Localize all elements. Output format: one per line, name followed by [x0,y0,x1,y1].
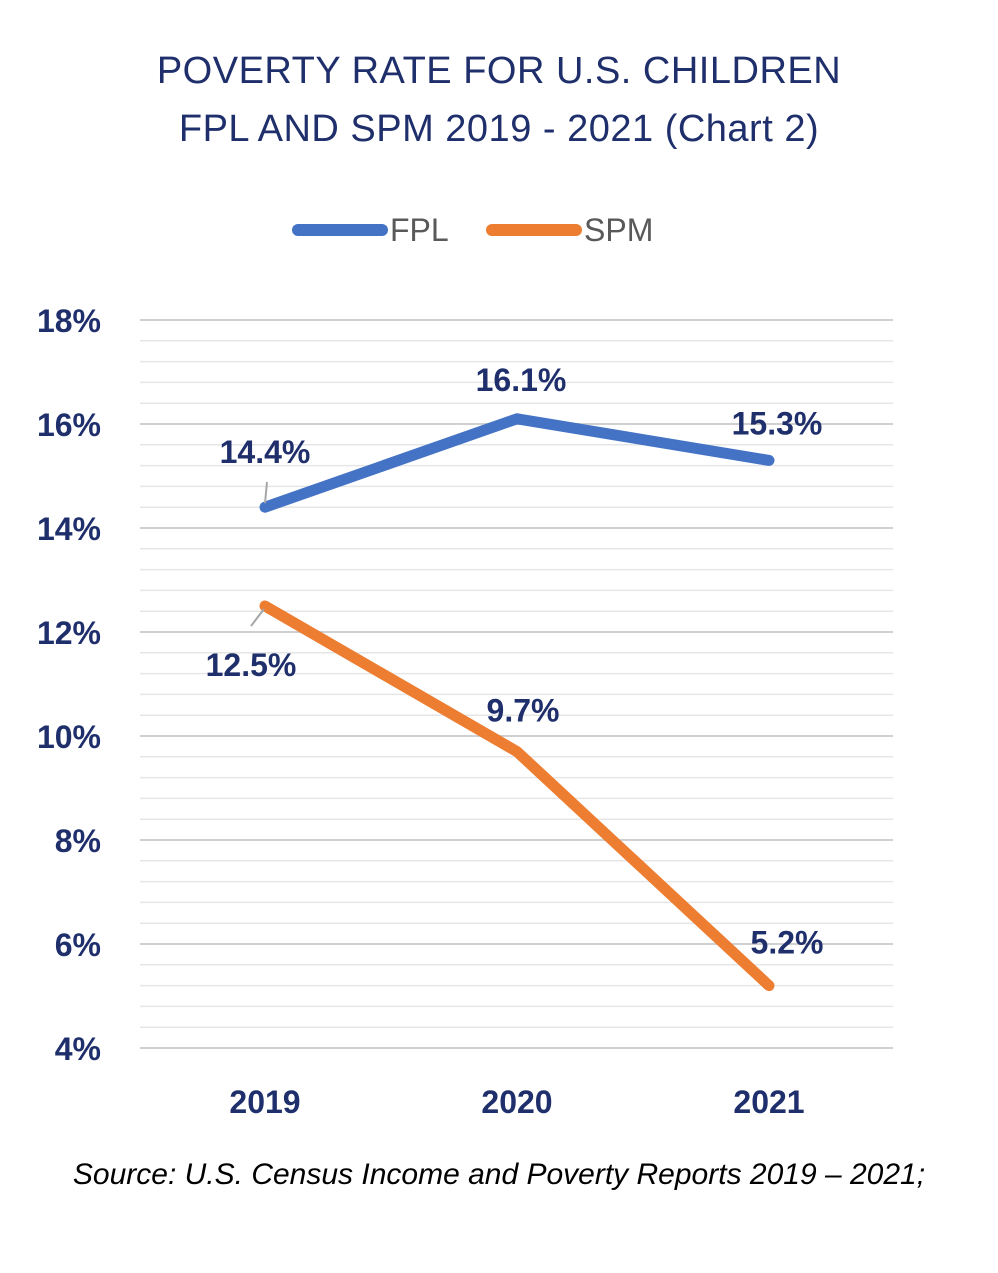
series-line-fpl [259,413,775,513]
legend-label-fpl: FPL [390,211,449,248]
title-line-1: POVERTY RATE FOR U.S. CHILDREN [156,50,842,92]
legend-item-fpl: FPL [292,208,449,252]
data-label-fpl: 16.1% [476,362,567,398]
legend-swatch-spm [486,224,582,236]
data-label-fpl: 14.4% [220,434,311,470]
data-label-spm: 9.7% [487,693,560,729]
line-chart: 4% 6% 8% 10% 12% 14% 16% 18% 2019 2020 2021 14.4% 16… [37,303,893,1120]
leader-line-spm-2019 [250,608,265,627]
y-tick-label: 12% [37,615,101,651]
legend: FPL SPM [0,208,998,252]
x-tick-label: 2021 [733,1084,804,1120]
chart-title: POVERTY RATE FOR U.S. CHILDREN FPL AND S… [0,42,998,158]
legend-label-spm: SPM [584,211,654,248]
x-tick-label: 2020 [481,1084,552,1120]
data-label-fpl: 15.3% [732,405,823,441]
data-label-spm: 12.5% [206,647,297,683]
y-tick-label: 10% [37,719,101,755]
y-tick-label: 16% [37,407,101,443]
leader-line-fpl-2019 [264,481,268,504]
y-tick-label: 4% [55,1031,101,1067]
legend-item-spm: SPM [486,208,653,252]
data-label-spm: 5.2% [751,925,824,961]
y-tick-label: 14% [37,511,101,547]
y-tick-label: 6% [55,927,101,963]
source-note: Source: U.S. Census Income and Poverty R… [72,1158,926,1191]
legend-swatch-fpl [292,224,388,236]
title-line-2: FPL AND SPM 2019 - 2021 (Chart 2) [178,108,820,150]
series-line-spm [259,600,775,992]
y-tick-label: 8% [55,823,101,859]
y-tick-label: 18% [37,303,101,339]
x-tick-label: 2019 [229,1084,300,1120]
